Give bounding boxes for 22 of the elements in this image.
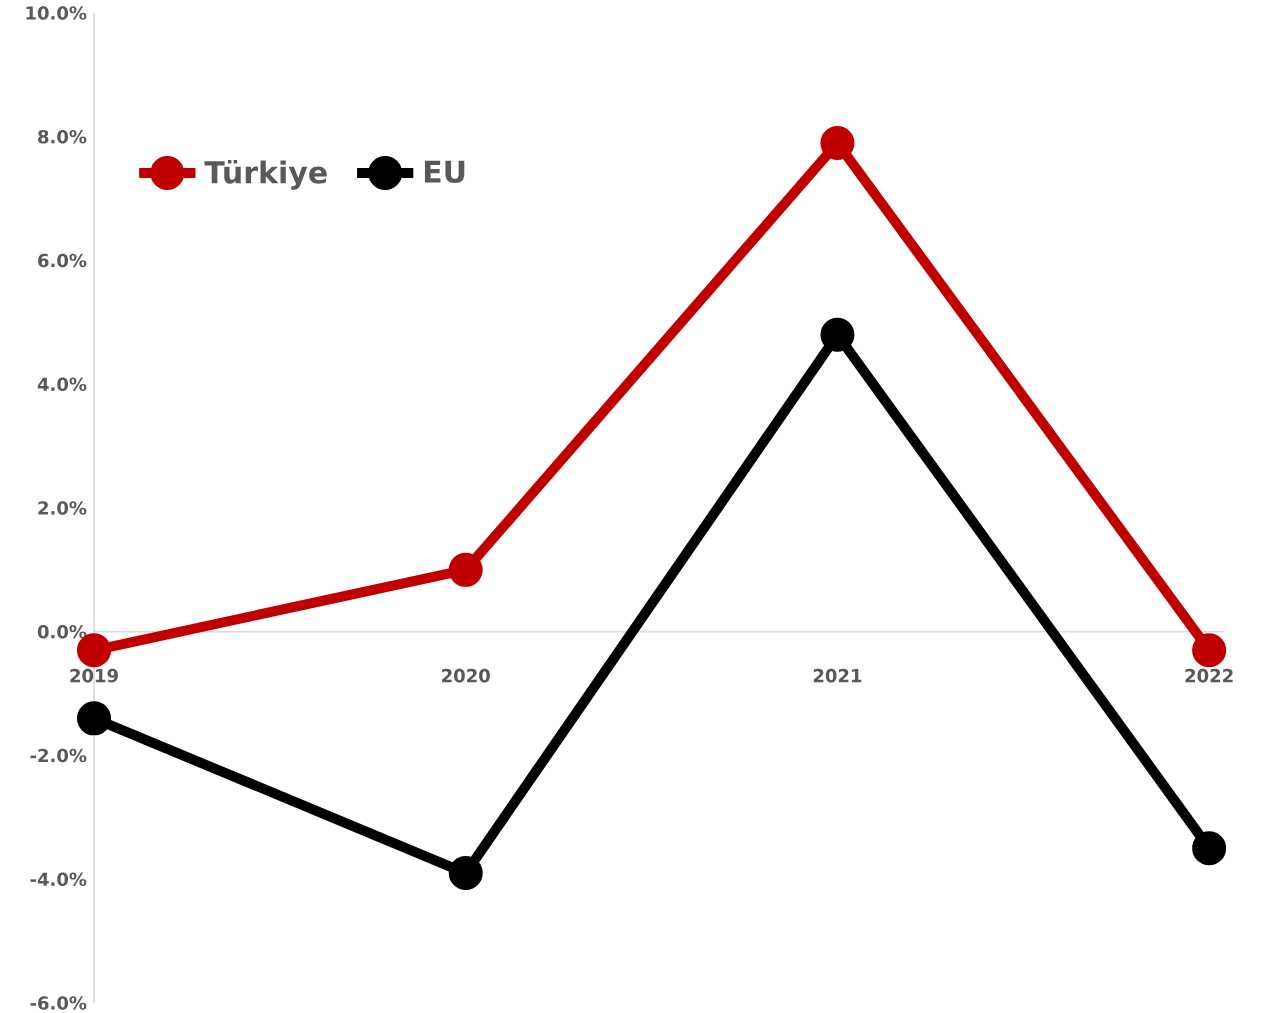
y-tick-label: 4.0% (37, 377, 87, 392)
y-tick-label: 2.0% (38, 501, 87, 515)
y-tick-label: 10.0% (26, 6, 87, 20)
point (448, 552, 483, 587)
x-tick-label: 2020 (442, 668, 490, 683)
point (1192, 633, 1227, 668)
y-tick-label: -2.0% (30, 748, 87, 763)
point (77, 701, 111, 736)
point (820, 317, 855, 352)
legend-label: Türkiye (204, 160, 327, 190)
point (820, 125, 855, 160)
y-tick-label: -4.0% (30, 872, 87, 887)
x-tick-label: 2022 (1185, 668, 1233, 683)
legend-label: EU (424, 160, 465, 183)
point (1192, 831, 1227, 866)
point (448, 856, 483, 891)
x-tick-label: 2019 (70, 668, 118, 683)
x-tick-label: 2021 (813, 668, 862, 683)
y-tick-label: -6.0% (30, 996, 87, 1010)
y-tick-label: 8.0% (38, 129, 87, 144)
y-tick-label: 0.0% (37, 624, 87, 639)
y-tick-label: 6.0% (38, 253, 87, 268)
